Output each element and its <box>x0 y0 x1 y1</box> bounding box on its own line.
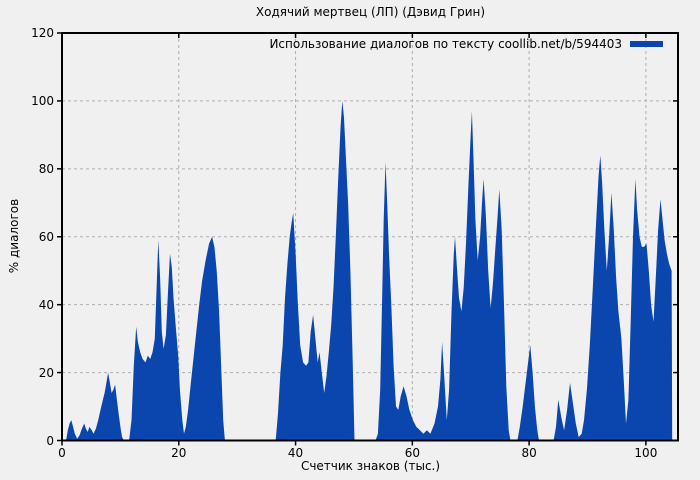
x-tick-label: 60 <box>404 446 420 460</box>
y-tick-label: 120 <box>31 26 54 40</box>
x-tick-label: 20 <box>171 446 187 460</box>
x-tick-label: 40 <box>287 446 304 460</box>
y-tick-label: 40 <box>38 297 54 312</box>
y-tick-label: 60 <box>38 229 54 244</box>
legend: Использование диалогов по тексту coollib… <box>269 36 663 51</box>
x-tick-label: 80 <box>521 446 537 460</box>
legend-label: Использование диалогов по тексту coollib… <box>269 36 622 51</box>
legend-swatch <box>630 40 663 47</box>
x-axis-label: Счетчик знаков (тыс.) <box>300 459 441 473</box>
y-tick-label: 80 <box>38 161 54 176</box>
x-tick-label: 0 <box>58 446 66 460</box>
y-tick-label: 0 <box>46 433 54 448</box>
y-tick-label: 100 <box>31 93 54 108</box>
area-series <box>62 100 673 441</box>
x-tick-label: 100 <box>634 446 658 460</box>
y-tick-label: 20 <box>38 365 54 380</box>
chart-title: Ходячий мертвец (ЛП) (Дэвид Грин) <box>255 5 486 19</box>
